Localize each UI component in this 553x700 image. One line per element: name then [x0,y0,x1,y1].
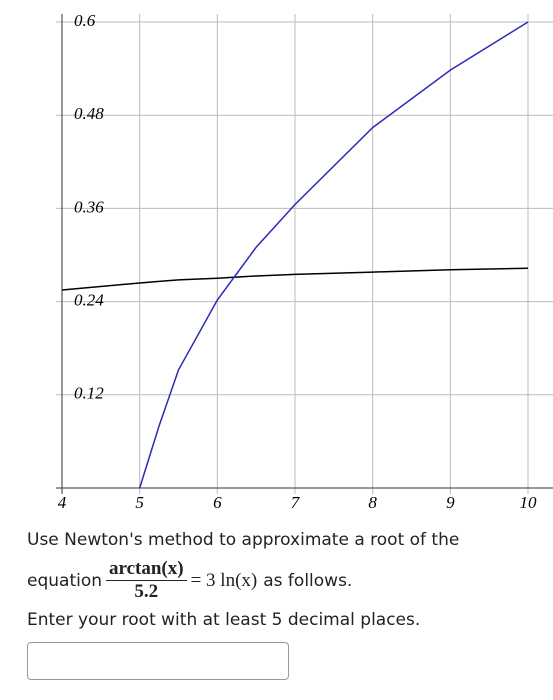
x-tick-label: 10 [520,493,538,512]
x-tick-label: 6 [213,493,222,512]
question-line: Use Newton's method to approximate a roo… [27,530,460,550]
x-tick-label: 8 [368,493,377,512]
question-equation: equation arctan(x) 5.2 = 3 ln(x) as foll… [27,558,352,603]
x-tick-label: 7 [291,493,301,512]
x-tick-label: 5 [135,493,144,512]
equation-rhs: = 3 ln(x) [190,569,258,591]
answer-input[interactable] [27,642,289,680]
equation-prefix: equation [27,570,103,591]
y-tick-label: 0.48 [74,104,104,123]
series-line [138,21,529,489]
question-line: Enter your root with at least 5 decimal … [27,610,421,630]
y-tick-label: 0.24 [74,291,104,310]
series-line [61,267,529,291]
chart: 4 5 6 7 8 9 10 0.12 0.24 0.36 0.48 0.6 [56,11,553,512]
fraction: arctan(x) 5.2 [106,558,187,603]
x-tick-label: 4 [58,493,67,512]
y-tick-label: 0.36 [74,197,104,216]
y-tick-label: 0.6 [74,11,96,30]
equation-suffix: as follows. [263,570,353,591]
x-tick-label: 9 [446,493,455,512]
y-tick-label: 0.12 [74,384,104,403]
numerator: arctan(x) [106,558,187,581]
denominator: 5.2 [134,581,159,602]
